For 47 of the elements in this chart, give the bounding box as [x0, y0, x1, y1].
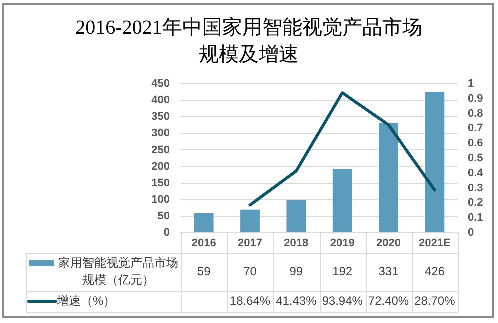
- x-tick-label: 2018: [284, 238, 309, 250]
- y-tick-label: 450: [152, 78, 170, 90]
- data-label: 41.43%: [276, 294, 318, 308]
- data-label: 99: [290, 264, 304, 278]
- y2-tick-label: 0.6: [468, 138, 484, 150]
- y-tick-label: 200: [152, 160, 170, 173]
- y2-tick-label: 0: [468, 227, 474, 240]
- y-tick-label: 250: [152, 144, 170, 156]
- data-label: 192: [332, 264, 353, 278]
- y-tick-label: 300: [152, 128, 170, 140]
- y-tick-label: 50: [158, 210, 170, 222]
- legend-label: 家用智能视觉产品市场规模（亿元）: [58, 256, 178, 287]
- y2-tick-label: 0.5: [468, 152, 484, 165]
- y-tick-label: 150: [152, 177, 170, 190]
- data-label: 28.70%: [414, 294, 456, 308]
- x-tick-label: 2020: [376, 238, 401, 250]
- y2-tick-label: 0.1: [468, 212, 484, 224]
- bar: [286, 200, 306, 232]
- chart-title: 2016-2021年中国家用智能视觉产品市场规模及增速: [74, 16, 424, 68]
- x-tick-label: 2019: [330, 238, 355, 250]
- y2-tick-label: 0.2: [468, 197, 484, 210]
- y2-tick-label: 0.9: [468, 92, 484, 105]
- bar: [240, 210, 260, 232]
- x-tick-label: 2016: [192, 238, 216, 250]
- bar: [379, 123, 398, 232]
- bar: [425, 92, 445, 232]
- data-label: 18.64%: [230, 294, 271, 308]
- legend-label: 增速（%）: [56, 294, 116, 308]
- y-tick-label: 400: [152, 94, 170, 107]
- x-tick-label: 2017: [238, 238, 262, 250]
- y2-tick-label: 0.8: [468, 108, 484, 120]
- data-label: 93.94%: [322, 294, 364, 308]
- bar: [194, 213, 214, 232]
- data-label: 331: [378, 264, 400, 278]
- y2-tick-label: 0.3: [468, 182, 484, 194]
- x-tick-label: 2021E: [419, 238, 451, 250]
- y-tick-label: 100: [152, 194, 170, 206]
- y2-tick-label: 1: [468, 78, 474, 90]
- y-tick-label: 350: [152, 111, 170, 124]
- bar: [332, 169, 352, 232]
- data-label: 426: [424, 264, 446, 278]
- data-label: 70: [244, 264, 258, 278]
- y-tick-label: 0: [164, 227, 170, 240]
- y2-tick-label: 0.4: [468, 167, 484, 180]
- data-label: 59: [197, 264, 212, 278]
- data-label: 72.40%: [368, 294, 410, 308]
- y2-tick-label: 0.7: [468, 122, 484, 135]
